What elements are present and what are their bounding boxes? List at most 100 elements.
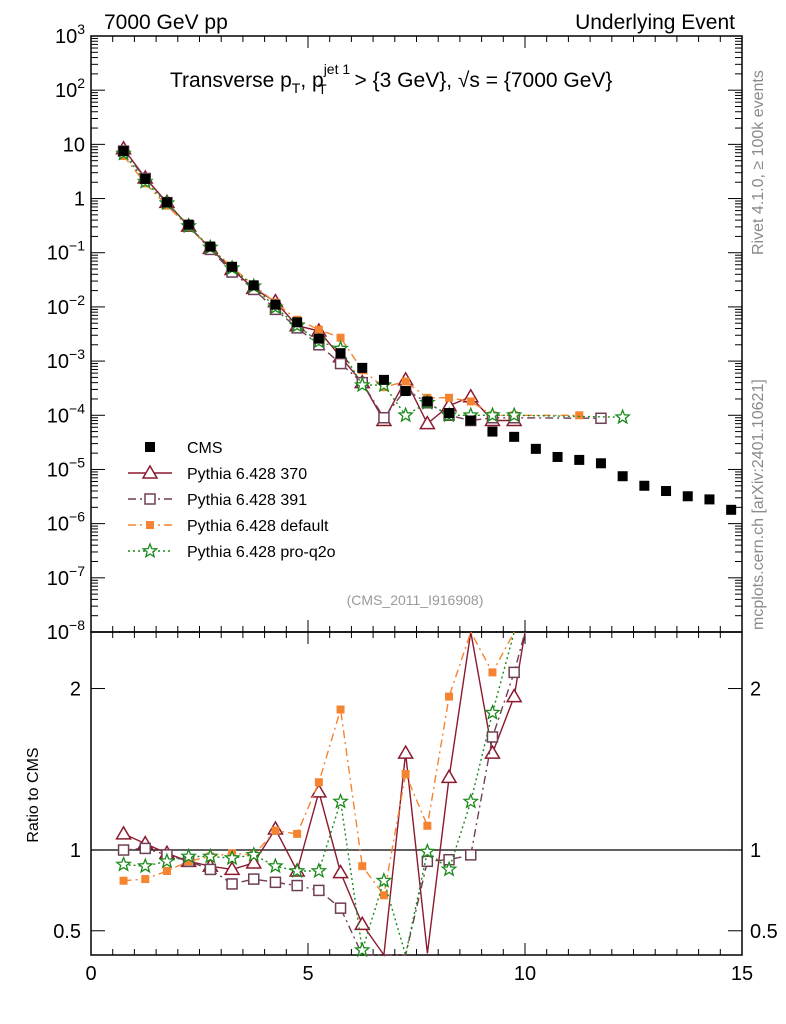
point-pythia-6-428-391: [595, 412, 607, 425]
x-tick-label: 15: [731, 963, 753, 985]
mcplots-label: mcplots.cern.ch [arXiv:2401.10621]: [750, 379, 767, 630]
ratio-line-pythia-6-428-391: [123, 631, 526, 956]
ratio-point-pythia-6-428-default: [445, 692, 454, 701]
point-cms: [183, 219, 194, 230]
ratio-point-pythia-6-428-370: [115, 825, 132, 840]
ratio-point-pythia-6-428-pro-q2o: [136, 857, 154, 874]
ratio-point-pythia-6-428-370: [310, 783, 328, 798]
y-tick-label: 10−2: [47, 292, 85, 319]
point-cms: [617, 471, 628, 482]
point-pythia-6-428-default: [336, 333, 345, 342]
ratio-point-pythia-6-428-default: [314, 778, 323, 787]
y-tick-label: 10: [63, 134, 85, 156]
point-pythia-6-428-default: [466, 397, 475, 406]
point-pythia-6-428-default: [575, 411, 584, 420]
ratio-point-pythia-6-428-pro-q2o: [158, 852, 176, 869]
point-cms: [357, 362, 368, 373]
rivet-version-label: Rivet 4.1.0, ≥ 100k events: [750, 70, 767, 255]
point-cms: [704, 494, 715, 505]
y-tick-label: 10−8: [47, 617, 85, 644]
point-pythia-6-428-pro-q2o: [484, 406, 501, 423]
ratio-axes: 0 5 10 15 0.5 0.5 1 1 2 2: [53, 632, 778, 985]
point-cms: [639, 480, 650, 491]
point-cms: [595, 458, 606, 469]
legend-label: CMS: [187, 440, 223, 457]
ratio-point-pythia-6-428-pro-q2o: [462, 792, 480, 809]
point-cms: [118, 146, 129, 157]
point-pythia-6-428-391: [378, 412, 390, 424]
legend-label: Pythia 6.428 pro-q2o: [187, 544, 336, 561]
ratio-point-pythia-6-428-default: [423, 821, 432, 830]
series-line-pythia-6-428-default: [123, 155, 580, 416]
ratio-point-pythia-6-428-370: [397, 744, 414, 759]
legend-marker: [146, 521, 154, 529]
point-cms: [335, 348, 346, 359]
ratio-point-pythia-6-428-default: [293, 829, 302, 838]
ratio-point-pythia-6-428-391: [334, 902, 347, 914]
ratio-y-tick-label: 2: [70, 679, 81, 701]
ratio-point-pythia-6-428-370: [245, 854, 263, 869]
point-cms: [444, 408, 455, 419]
ratio-point-pythia-6-428-370: [505, 688, 523, 703]
ratio-point-pythia-6-428-pro-q2o: [245, 846, 263, 862]
ratio-point-pythia-6-428-pro-q2o: [310, 862, 328, 879]
main-axes: 10−8 10−7 10−6 10−5 10−4 10−3 10−2 10−1 1 10 102 10…: [47, 21, 742, 644]
point-cms: [248, 280, 259, 291]
point-cms: [682, 491, 693, 502]
legend-marker: [141, 464, 159, 479]
ratio-point-pythia-6-428-pro-q2o: [353, 941, 371, 958]
ratio-point-pythia-6-428-391: [139, 842, 151, 855]
ratio-point-pythia-6-428-391: [486, 731, 499, 743]
y-tick-label: 103: [55, 21, 85, 48]
ratio-point-pythia-6-428-pro-q2o: [115, 855, 132, 872]
y-tick-label: 10−3: [47, 346, 85, 373]
ratio-point-pythia-6-428-pro-q2o: [440, 860, 458, 877]
ratio-point-pythia-6-428-pro-q2o: [201, 847, 219, 864]
point-cms: [726, 504, 737, 515]
ratio-point-pythia-6-428-pro-q2o: [419, 842, 436, 859]
x-tick-label: 5: [302, 963, 313, 985]
point-cms: [422, 396, 433, 407]
ratio-y-tick-label: 1: [70, 840, 81, 862]
point-cms: [552, 451, 563, 462]
legend-marker: [141, 542, 159, 559]
ratio-point-pythia-6-428-default: [271, 826, 280, 835]
point-pythia-6-428-default: [401, 377, 410, 386]
point-cms: [487, 426, 498, 437]
ratio-point-pythia-6-428-391: [226, 878, 238, 890]
series-line-pythia-6-428-391: [123, 150, 602, 422]
point-pythia-6-428-pro-q2o: [505, 406, 523, 423]
point-pythia-6-428-pro-q2o: [614, 408, 631, 425]
y-tick-label: 10−6: [47, 509, 85, 536]
legend-marker: [145, 442, 155, 452]
ratio-point-pythia-6-428-391: [248, 873, 260, 885]
legend-label: Pythia 6.428 370: [187, 466, 307, 483]
point-cms: [205, 241, 216, 252]
ratio-y-tick-label-right: 1: [750, 840, 761, 862]
point-cms: [292, 317, 303, 328]
ratio-point-pythia-6-428-391: [508, 666, 520, 679]
point-cms: [530, 443, 541, 454]
legend: CMS Pythia 6.428 370 Pythia 6.428 391 Pythi…: [128, 440, 336, 561]
ratio-point-pythia-6-428-default: [379, 891, 388, 900]
ratio-point-pythia-6-428-default: [488, 668, 497, 677]
ratio-y-tick-label-right: 2: [750, 679, 761, 701]
ratio-y-tick-label: 0.5: [53, 921, 81, 943]
ratio-point-pythia-6-428-391: [117, 844, 130, 856]
ratio-point-pythia-6-428-pro-q2o: [375, 871, 393, 888]
ratio-point-pythia-6-428-370: [332, 864, 349, 879]
header-left: 7000 GeV pp: [104, 11, 228, 34]
ratio-point-pythia-6-428-default: [358, 862, 367, 871]
point-pythia-6-428-default: [314, 325, 323, 334]
point-pythia-6-428-391: [334, 357, 347, 370]
point-cms: [574, 454, 585, 465]
legend-label: Pythia 6.428 default: [187, 518, 329, 535]
ratio-point-pythia-6-428-default: [184, 857, 193, 866]
point-pythia-6-428-default: [445, 393, 454, 402]
series-line-pythia-6-428-370: [123, 148, 515, 425]
ratio-point-pythia-6-428-pro-q2o: [288, 862, 306, 879]
point-cms: [161, 197, 172, 208]
ratio-point-pythia-6-428-391: [465, 849, 477, 861]
point-cms: [140, 173, 151, 184]
